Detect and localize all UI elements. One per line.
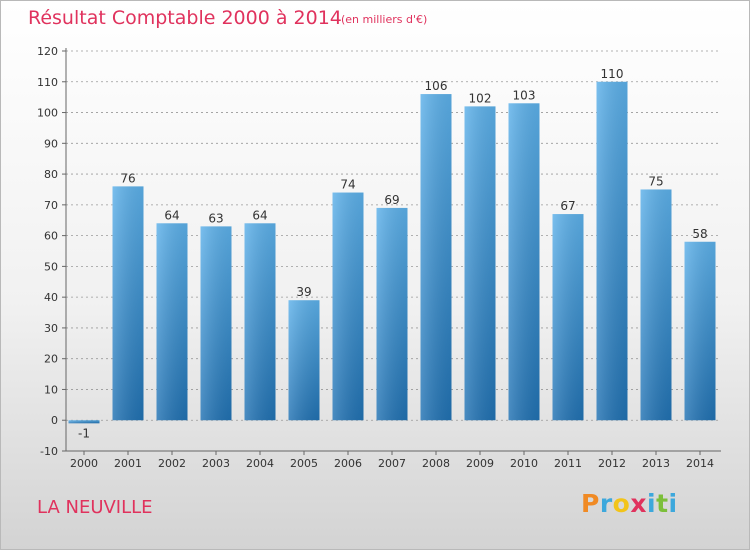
bar-shade: [244, 223, 276, 421]
y-tick-label: 120: [37, 45, 58, 58]
data-label: 74: [340, 178, 355, 192]
data-label: 64: [164, 208, 179, 222]
y-tick-label: 30: [44, 322, 58, 335]
y-tick-label: 10: [44, 383, 58, 396]
bar-shade: [332, 192, 364, 421]
data-label: 63: [208, 211, 223, 225]
x-tick-label: 2013: [642, 457, 670, 470]
y-tick-label: 50: [44, 260, 58, 273]
x-tick-label: 2006: [334, 457, 362, 470]
bar-shade: [684, 241, 716, 421]
logo-letter: i: [647, 489, 657, 518]
unit-note: (en milliers d'€): [341, 13, 428, 26]
y-tick-label: 60: [44, 230, 58, 243]
bar-shade: [288, 300, 320, 421]
data-label: 102: [469, 91, 492, 105]
x-tick-label: 2012: [598, 457, 626, 470]
y-tick-label: 80: [44, 168, 58, 181]
x-tick-label: 2005: [290, 457, 318, 470]
x-tick-label: 2001: [114, 457, 142, 470]
x-tick-label: 2002: [158, 457, 186, 470]
bar-shade: [420, 94, 452, 421]
bar-shade: [156, 223, 188, 421]
proxiti-logo: Proxiti: [581, 489, 678, 518]
bar-shade: [68, 420, 100, 424]
y-tick-label: 70: [44, 199, 58, 212]
x-tick-label: 2010: [510, 457, 538, 470]
x-tick-label: 2007: [378, 457, 406, 470]
data-label: 103: [513, 88, 536, 102]
data-label: 69: [384, 193, 399, 207]
bar-shade: [508, 103, 540, 421]
bar-shade: [112, 186, 144, 421]
bar-shade: [640, 189, 672, 421]
logo-letter: x: [630, 489, 647, 518]
bar-shade: [552, 214, 584, 421]
bar-shade: [596, 81, 628, 421]
x-tick-label: 2011: [554, 457, 582, 470]
x-tick-label: 2009: [466, 457, 494, 470]
y-tick-label: 90: [44, 137, 58, 150]
logo-letter: t: [656, 489, 669, 518]
y-tick-label: 20: [44, 353, 58, 366]
data-label: 76: [120, 171, 135, 185]
bar-shade: [464, 106, 496, 421]
logo-letter: o: [612, 489, 631, 518]
x-tick-label: 2000: [70, 457, 98, 470]
data-label: 75: [648, 174, 663, 188]
x-tick-label: 2008: [422, 457, 450, 470]
x-tick-label: 2014: [686, 457, 714, 470]
bar-shade: [200, 226, 232, 421]
data-label: -1: [78, 426, 90, 440]
y-tick-label: -10: [40, 445, 58, 458]
logo-letter: P: [581, 489, 600, 518]
data-label: 64: [252, 208, 267, 222]
data-label: 110: [601, 67, 624, 81]
x-tick-label: 2003: [202, 457, 230, 470]
y-tick-label: 100: [37, 107, 58, 120]
x-tick-label: 2004: [246, 457, 274, 470]
logo-letter: i: [668, 489, 678, 518]
y-tick-label: 110: [37, 76, 58, 89]
data-label: 67: [560, 199, 575, 213]
y-tick-label: 0: [51, 414, 58, 427]
chart-title: Résultat Comptable 2000 à 2014: [28, 7, 342, 29]
logo-letter: r: [599, 489, 613, 518]
commune-name: LA NEUVILLE: [37, 497, 153, 518]
y-tick-label: 40: [44, 291, 58, 304]
data-label: 106: [425, 79, 448, 93]
bar-shade: [376, 207, 408, 421]
data-label: 39: [296, 285, 311, 299]
data-label: 58: [692, 227, 707, 241]
